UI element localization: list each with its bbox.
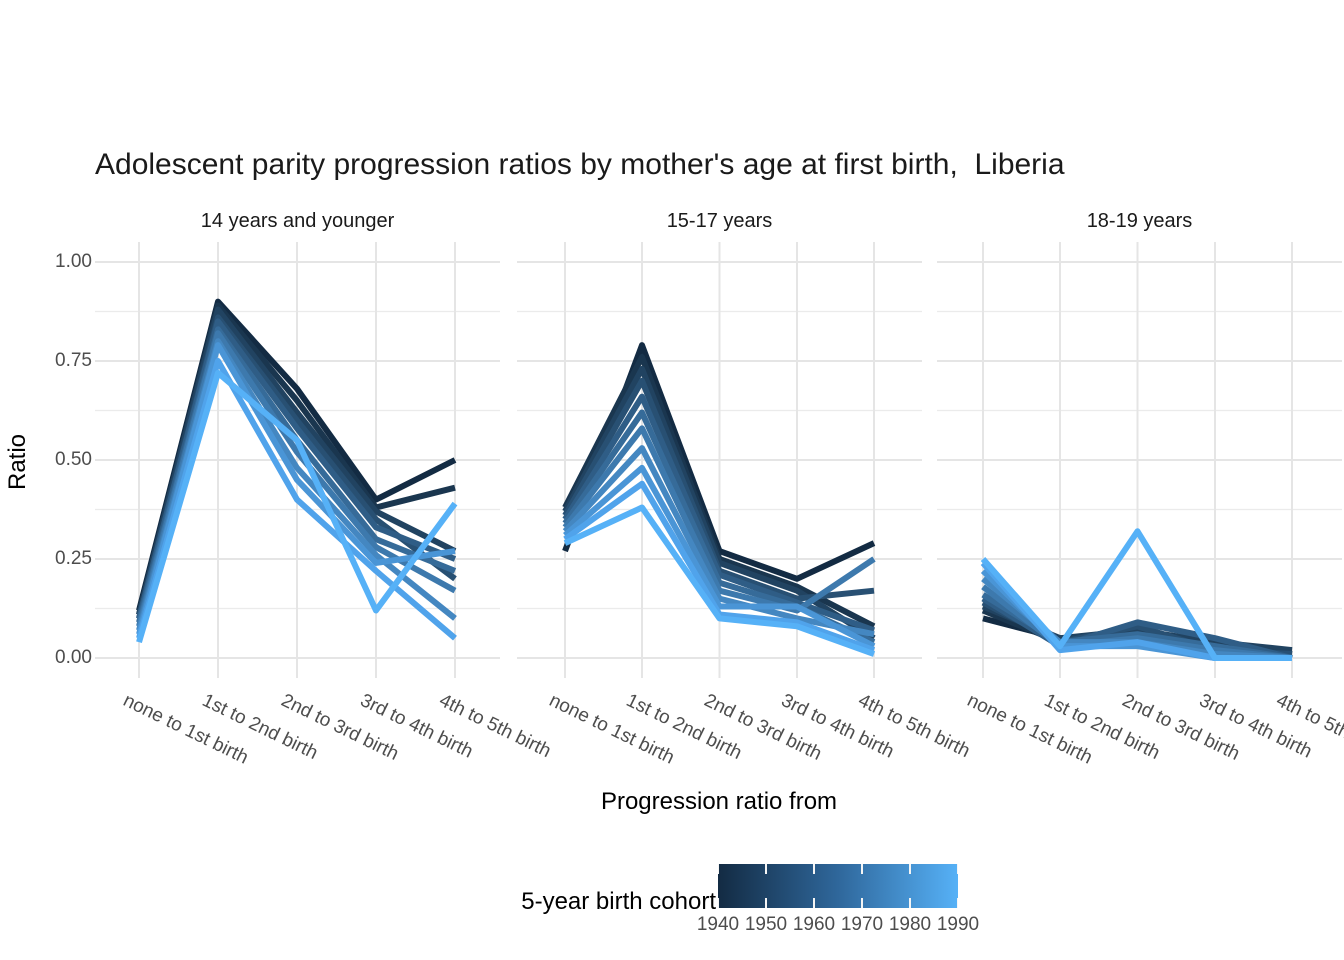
cohort-line-1970 [562,425,876,614]
facet-label: 15-17 years [666,210,773,232]
y-tick-label: 1.00 [55,251,92,272]
cohort-line-1980 [563,464,876,649]
cohort-line-1990 [563,504,876,657]
cohort-line-1960 [562,393,876,634]
y-tick-label: 0.50 [55,449,92,470]
facet-label: 18-19 years [1086,210,1193,232]
y-tick-label: 0.00 [55,647,92,668]
x-axis-title: Progression ratio from [600,788,838,815]
cohort-line-1990 [136,369,458,644]
cohort-line-1960 [981,596,1293,661]
facet-label: 14 years and younger [200,210,395,232]
cohort-line-1980 [136,342,456,636]
y-tick-label: 0.75 [55,350,92,371]
cohort-line-1975 [562,445,875,638]
y-tick-label: 0.25 [55,548,92,569]
cohort-line-1990 [980,528,1292,661]
chart-title: Adolescent parity progression ratios by … [95,148,1065,181]
